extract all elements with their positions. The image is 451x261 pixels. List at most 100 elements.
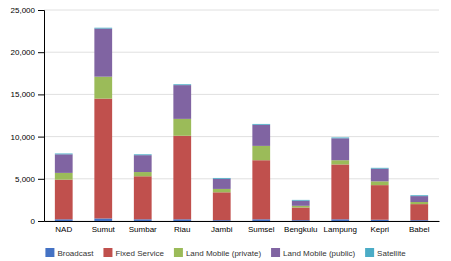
x-tick-label: Babel xyxy=(409,225,430,234)
legend-item: Land Mobile (public) xyxy=(271,248,355,258)
bar xyxy=(331,219,349,221)
bar xyxy=(94,29,112,77)
bar xyxy=(173,219,191,221)
x-tick-label: Sumut xyxy=(92,225,116,234)
bar xyxy=(55,173,73,180)
y-axis: 0 5,000 10,000 15,000 20,000 25,000 xyxy=(11,6,45,226)
series xyxy=(55,77,428,208)
legend-item: Broadcast xyxy=(45,248,94,258)
bar xyxy=(410,202,428,204)
bar xyxy=(410,195,428,197)
legend-label: Land Mobile (public) xyxy=(283,249,355,258)
bar xyxy=(252,125,270,146)
bar xyxy=(371,169,389,182)
bar xyxy=(213,189,231,192)
legend-item: Land Mobile (private) xyxy=(174,248,261,258)
bar xyxy=(173,85,191,119)
y-tick-mark xyxy=(38,94,44,95)
x-tick: Lampung xyxy=(324,225,357,234)
bar xyxy=(55,180,73,220)
bar xyxy=(410,204,428,220)
y-tick-label: 10,000 xyxy=(11,133,36,142)
y-tick: 5,000 xyxy=(15,175,44,184)
y-tick: 15,000 xyxy=(11,90,44,99)
grid xyxy=(44,10,439,221)
legend: Broadcast Fixed Service Land Mobile (priva… xyxy=(45,248,406,258)
legend-item: Satellite xyxy=(365,248,406,258)
x-tick: Sumut xyxy=(92,225,116,234)
grid-line xyxy=(44,10,439,11)
bar xyxy=(94,218,112,221)
y-tick: 25,000 xyxy=(11,6,44,15)
bar xyxy=(292,199,310,201)
legend-swatch xyxy=(365,248,374,257)
y-tick-mark xyxy=(38,179,44,180)
bar xyxy=(94,77,112,99)
y-tick-label: 25,000 xyxy=(11,6,36,15)
bar xyxy=(173,136,191,220)
bars xyxy=(55,28,428,221)
chart: Broadcast Fixed Service Land Mobile (priva… xyxy=(0,0,451,261)
legend-label: Satellite xyxy=(377,249,406,258)
x-axis-line xyxy=(45,221,440,222)
x-tick-label: Lampung xyxy=(324,225,357,234)
y-tick-mark xyxy=(38,52,44,53)
legend-swatch xyxy=(271,248,280,257)
bar xyxy=(252,146,270,160)
x-tick-label: Jambi xyxy=(211,225,233,234)
bar xyxy=(55,219,73,221)
bar xyxy=(134,155,152,172)
x-tick: Sumbar xyxy=(129,225,157,234)
y-tick-mark xyxy=(38,221,44,222)
bar xyxy=(292,207,310,220)
bar xyxy=(252,160,270,219)
bar xyxy=(371,167,389,169)
bar xyxy=(252,123,270,125)
x-tick-label: Sumsel xyxy=(248,225,275,234)
bar xyxy=(55,153,73,155)
y-tick: 0 xyxy=(31,217,44,226)
legend-swatch xyxy=(103,248,112,257)
x-tick: Jambi xyxy=(211,225,233,234)
bar xyxy=(94,27,112,29)
y-tick-label: 15,000 xyxy=(11,90,36,99)
bar xyxy=(173,84,191,86)
bar xyxy=(252,219,270,221)
bar xyxy=(213,192,231,220)
x-tick: NAD xyxy=(55,225,72,234)
y-tick-label: 20,000 xyxy=(11,48,36,57)
bar xyxy=(94,99,112,219)
bar xyxy=(134,172,152,176)
series xyxy=(55,29,428,206)
y-tick-label: 5,000 xyxy=(15,175,36,184)
legend-swatch xyxy=(174,248,183,257)
y-tick: 10,000 xyxy=(11,133,44,142)
x-tick-label: Sumbar xyxy=(129,225,157,234)
bar xyxy=(55,154,73,173)
x-axis: NAD Sumut Sumbar Riau Jambi Sumsel Bengkulu Lam… xyxy=(45,222,440,234)
series xyxy=(55,28,428,201)
x-tick-label: Bengkulu xyxy=(284,225,317,234)
x-tick-label: Kepri xyxy=(370,225,389,234)
bar xyxy=(331,160,349,164)
x-tick: Riau xyxy=(174,225,190,234)
bar xyxy=(213,177,231,179)
legend-label: Broadcast xyxy=(57,249,94,258)
x-tick-label: NAD xyxy=(55,225,72,234)
x-tick: Sumsel xyxy=(248,225,275,234)
legend-item: Fixed Service xyxy=(103,248,164,258)
x-tick: Kepri xyxy=(370,225,389,234)
bar xyxy=(331,138,349,160)
y-tick-label: 0 xyxy=(31,217,36,226)
bar xyxy=(134,176,152,219)
bar xyxy=(213,179,231,189)
bar xyxy=(134,154,152,156)
series xyxy=(55,99,428,221)
bar xyxy=(331,137,349,139)
y-tick-mark xyxy=(38,10,44,11)
bar xyxy=(292,201,310,206)
y-tick: 20,000 xyxy=(11,48,44,57)
bar xyxy=(134,219,152,221)
y-axis-line xyxy=(38,11,45,222)
x-tick: Bengkulu xyxy=(284,225,317,234)
